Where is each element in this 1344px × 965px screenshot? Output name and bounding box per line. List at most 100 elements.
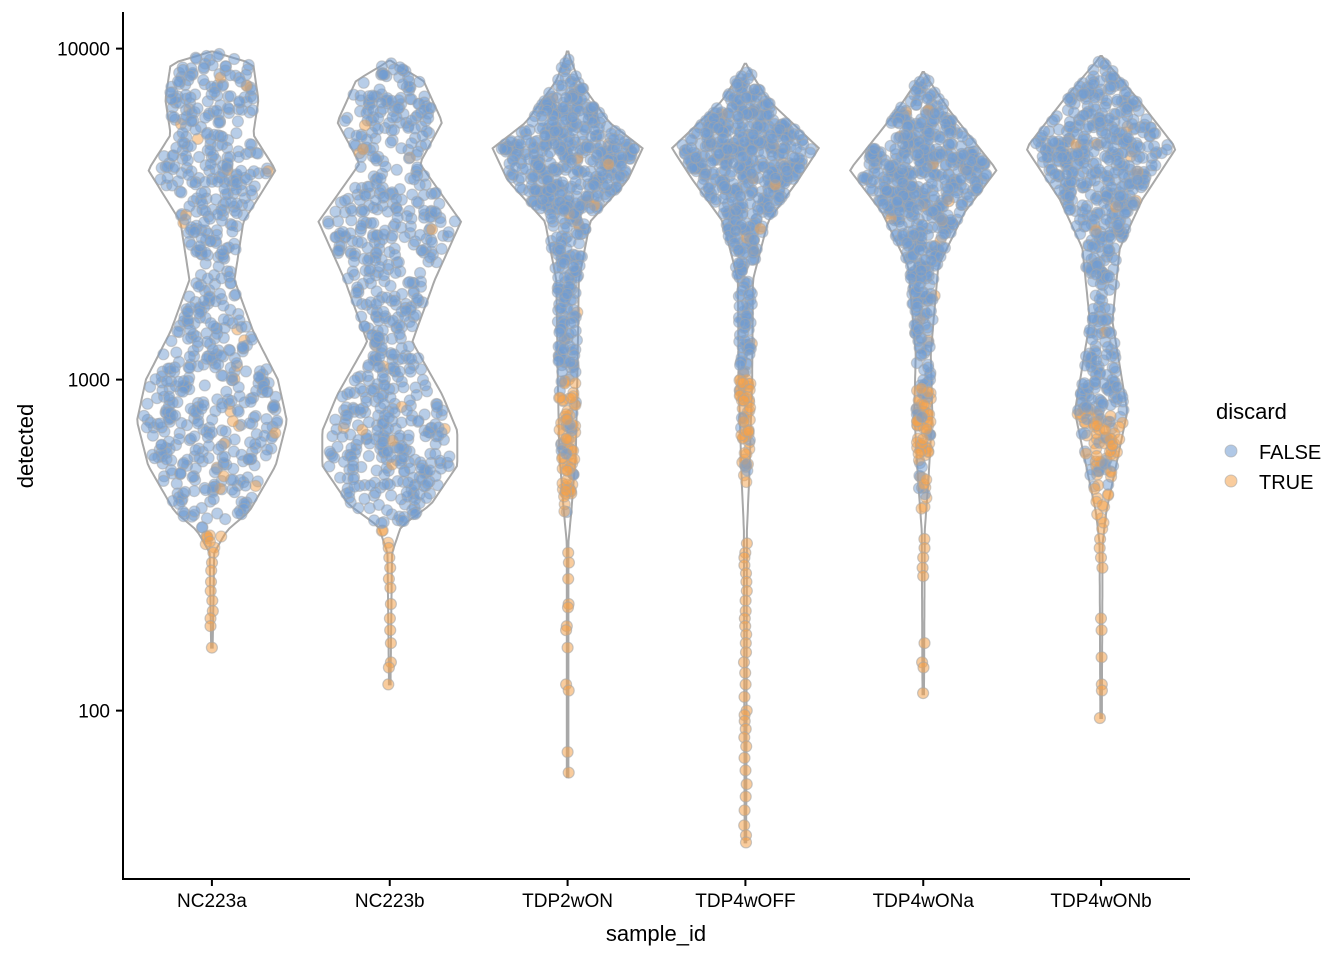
- point-false: [244, 395, 257, 408]
- point-false: [191, 102, 204, 115]
- point-false: [1106, 70, 1120, 83]
- point-false: [885, 219, 899, 232]
- point-false: [1090, 354, 1103, 367]
- point-false: [868, 142, 881, 155]
- point-false: [1099, 127, 1113, 140]
- point-false: [358, 320, 371, 333]
- point-false: [1087, 78, 1100, 91]
- point-false: [407, 173, 421, 186]
- point-true: [739, 666, 752, 680]
- point-true: [203, 535, 216, 548]
- point-false: [1102, 243, 1115, 256]
- point-false: [218, 182, 231, 196]
- point-false: [729, 224, 742, 237]
- point-false: [733, 300, 746, 313]
- point-true: [383, 551, 396, 564]
- point-false: [385, 489, 398, 502]
- point-false: [215, 440, 228, 453]
- point-false: [587, 100, 600, 113]
- point-false: [384, 136, 397, 149]
- point-false: [1029, 137, 1043, 150]
- point-true: [920, 473, 933, 486]
- point-false: [387, 123, 401, 137]
- point-false: [350, 286, 363, 299]
- point-true: [569, 377, 582, 390]
- point-false: [168, 111, 181, 124]
- point-false: [251, 147, 264, 160]
- point-false: [424, 251, 437, 264]
- point-true: [1079, 447, 1093, 460]
- point-false: [398, 465, 411, 478]
- point-false: [402, 152, 416, 165]
- point-false: [733, 190, 747, 203]
- point-false: [560, 447, 573, 460]
- point-false: [141, 397, 154, 410]
- point-false: [179, 213, 192, 226]
- point-false: [769, 171, 782, 184]
- point-true: [384, 597, 397, 611]
- point-false: [699, 126, 712, 139]
- point-false: [243, 417, 256, 430]
- point-false: [912, 281, 926, 294]
- point-false: [733, 359, 747, 372]
- point-false: [414, 275, 427, 288]
- point-false: [393, 365, 406, 378]
- point-false: [1118, 207, 1132, 220]
- point-false: [595, 111, 609, 125]
- point-false: [1104, 80, 1117, 93]
- x-tick-label: TDP4wONb: [1050, 891, 1151, 912]
- point-false: [377, 305, 390, 318]
- point-false: [535, 109, 548, 122]
- point-false: [219, 512, 232, 526]
- y-tick-label: 1000: [68, 371, 110, 392]
- point-false: [628, 142, 641, 155]
- point-false: [406, 320, 419, 333]
- point-false: [1103, 303, 1116, 316]
- x-tick-label: TDP2wON: [522, 891, 613, 912]
- point-true: [249, 479, 262, 492]
- point-true: [1090, 449, 1103, 463]
- point-false: [435, 242, 448, 255]
- point-false: [941, 182, 955, 196]
- point-false: [199, 484, 212, 497]
- point-false: [199, 111, 212, 124]
- point-false: [402, 340, 415, 353]
- point-false: [391, 211, 404, 224]
- point-false: [235, 164, 248, 177]
- point-false: [397, 381, 410, 394]
- point-false: [157, 348, 170, 361]
- point-false: [428, 205, 441, 218]
- point-true: [383, 612, 396, 625]
- point-false: [185, 115, 198, 128]
- point-false: [1084, 468, 1097, 482]
- point-false: [747, 128, 760, 141]
- point-false: [140, 421, 153, 434]
- point-false: [213, 287, 227, 300]
- point-false: [175, 186, 188, 199]
- point-false: [928, 107, 941, 120]
- point-false: [740, 458, 753, 471]
- point-false: [184, 324, 197, 337]
- point-false: [188, 505, 201, 518]
- point-false: [217, 313, 230, 326]
- x-tick-label: TDP4wONa: [873, 891, 975, 912]
- point-false: [495, 142, 508, 155]
- point-false: [193, 150, 206, 164]
- point-false: [1063, 190, 1076, 203]
- point-false: [548, 137, 561, 151]
- point-false: [745, 167, 758, 180]
- point-false: [766, 149, 779, 162]
- point-false: [880, 184, 894, 197]
- point-false: [210, 104, 223, 117]
- point-false: [745, 144, 758, 157]
- point-true: [384, 636, 397, 650]
- point-false: [1075, 177, 1088, 190]
- point-false: [545, 212, 558, 225]
- point-false: [576, 82, 589, 95]
- point-false: [527, 171, 540, 184]
- point-false: [400, 486, 413, 499]
- point-false: [601, 178, 614, 192]
- point-false: [943, 126, 956, 139]
- point-false: [382, 411, 395, 424]
- point-false: [1082, 120, 1095, 133]
